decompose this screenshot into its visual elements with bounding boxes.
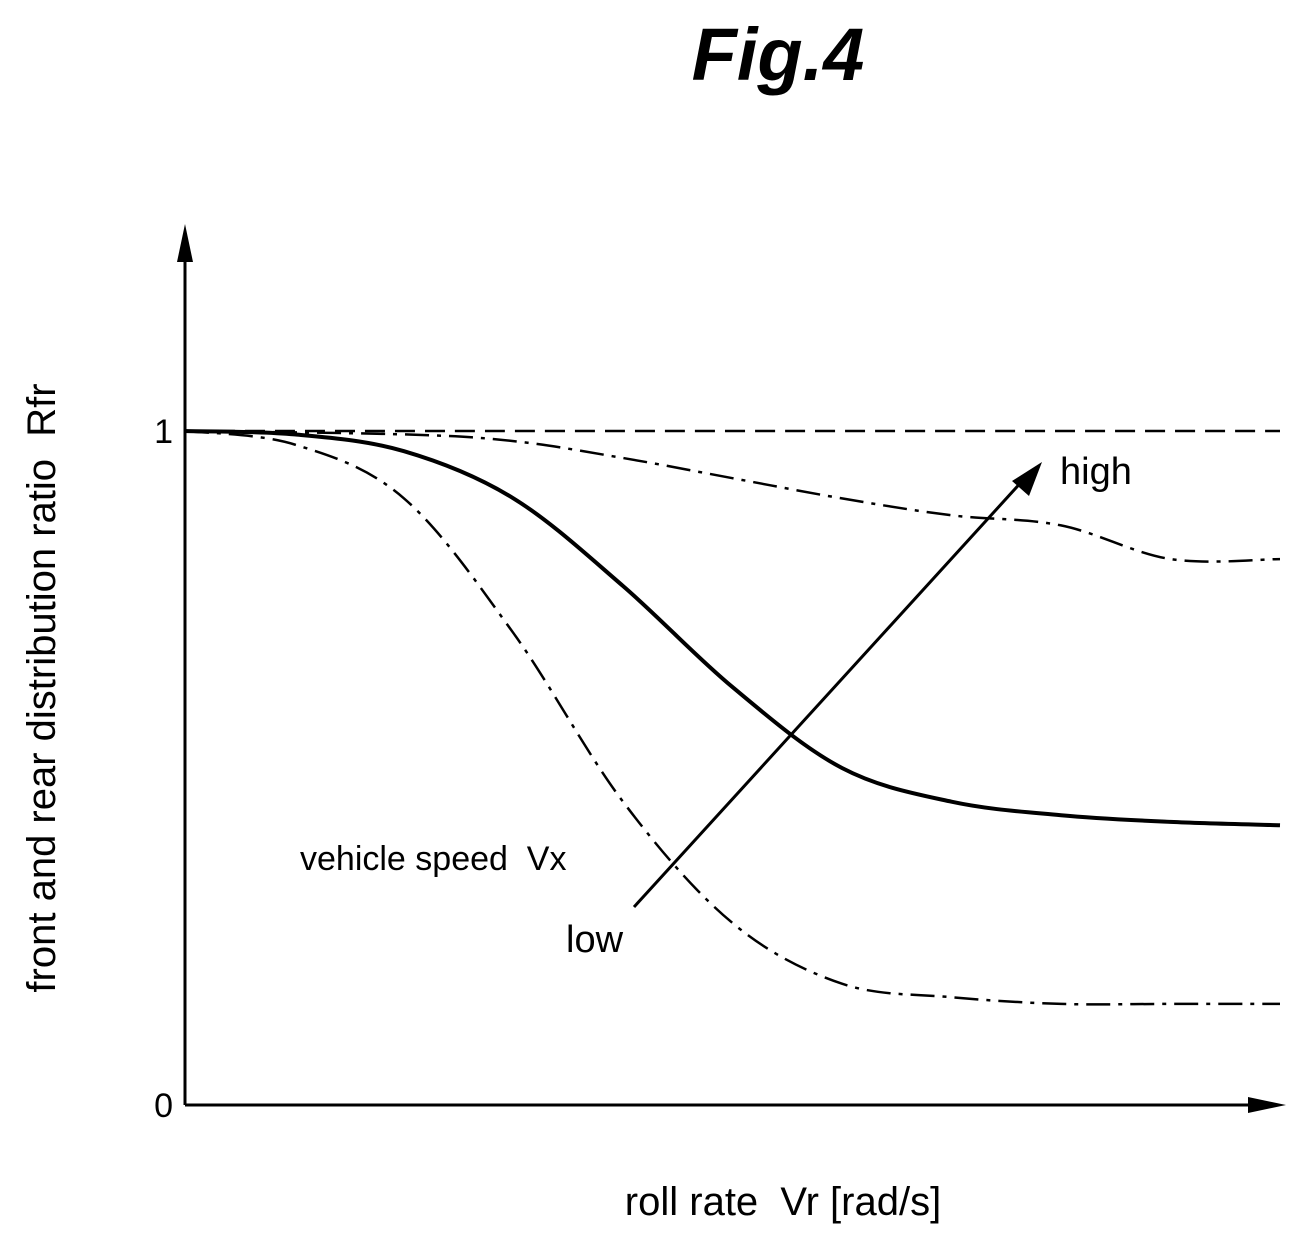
series-line-3 [184,429,1280,1006]
speed-arrow-head [1012,462,1042,496]
y-axis-arrowhead [177,224,193,262]
annotation-low: low [566,919,624,961]
chart-title: Fig.4 [692,13,865,96]
series-line-2 [184,429,1281,828]
series-layer [184,429,1281,1006]
annotation-high: high [1060,451,1132,493]
y-axis-label: front and rear distribution ratio Rfr [20,383,64,992]
speed-arrow-line [632,476,1027,909]
annotation-vehicle-speed: vehicle speed Vx [300,840,567,878]
x-axis-label: roll rate Vr [rad/s] [625,1180,941,1224]
x-axis-arrowhead [1248,1097,1286,1113]
y-tick-label-0: 0 [154,1087,173,1125]
y-tick-label-1: 1 [154,413,173,451]
series-line-1 [184,429,1281,563]
